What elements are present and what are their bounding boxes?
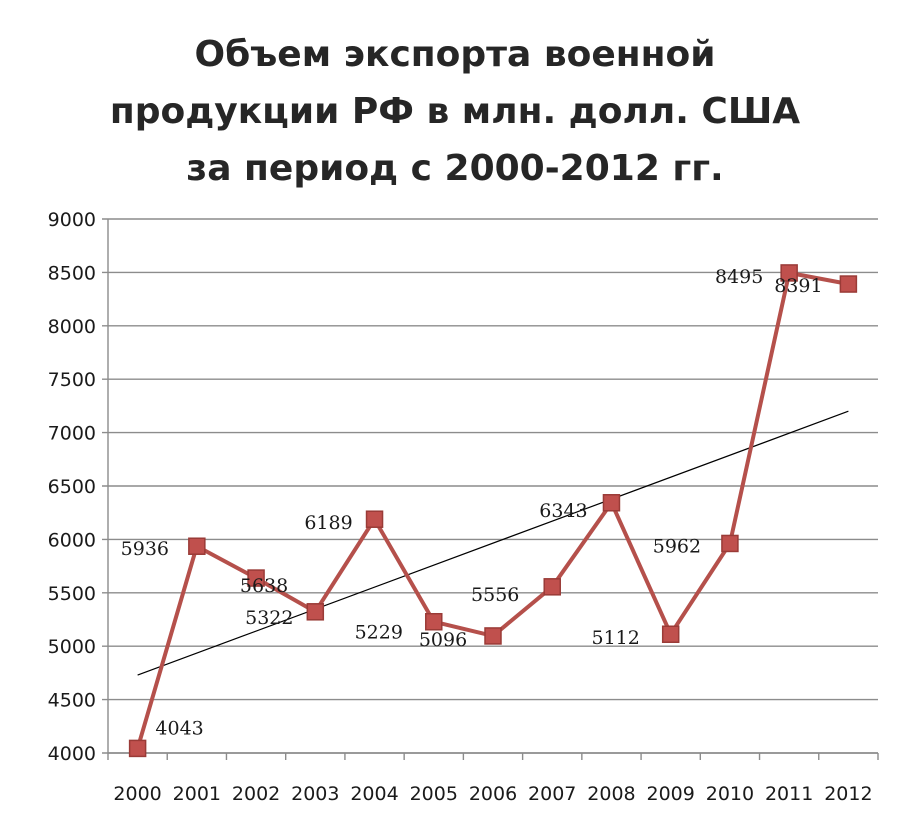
data-point-marker (128, 739, 147, 758)
data-label: 5229 (355, 622, 403, 644)
y-tick-label: 4000 (48, 743, 96, 765)
data-label: 5638 (240, 575, 288, 597)
data-point-marker (543, 578, 561, 596)
x-tick-label: 2003 (291, 783, 339, 805)
y-tick-label: 7500 (48, 369, 96, 391)
y-tick-label: 5000 (48, 636, 96, 658)
chart-title: Объем экспорта военной продукции РФ в мл… (0, 26, 910, 197)
data-point-marker (247, 569, 265, 587)
data-point-marker (188, 537, 206, 555)
x-tick-label: 2001 (173, 783, 221, 805)
markers-group (128, 264, 858, 758)
axes (107, 219, 879, 760)
x-tick-label: 2012 (824, 783, 872, 805)
data-point-marker (780, 264, 798, 282)
y-tick-label: 5500 (48, 583, 96, 605)
data-label: 5322 (245, 607, 293, 629)
x-tick-label: 2009 (647, 783, 695, 805)
y-tick-label: 8500 (48, 262, 96, 284)
chart-title-line-3: за период с 2000-2012 гг. (186, 148, 724, 189)
data-label: 5096 (419, 629, 467, 651)
data-label: 6189 (304, 512, 352, 534)
y-tick-label: 6000 (48, 529, 96, 551)
data-point-marker (839, 275, 858, 293)
x-axis-ticks: 2000 2001 2002 2003 2004 2005 2006 2007 2008 2009… (113, 783, 872, 805)
data-label: 4043 (155, 717, 203, 739)
data-point-marker (484, 627, 502, 645)
data-label: 5936 (121, 538, 169, 560)
data-label: 8391 (774, 275, 822, 297)
y-axis-ticks: 4000 4500 5000 5500 6000 6500 7000 7500 8000 8500… (48, 209, 96, 765)
data-point-marker (602, 494, 621, 512)
gridlines (102, 218, 878, 754)
x-tick-label: 2007 (528, 783, 576, 805)
data-point-marker (306, 603, 325, 621)
data-point-marker (661, 625, 680, 643)
x-tick-label: 2002 (232, 783, 280, 805)
x-tick-label: 2008 (587, 783, 635, 805)
data-point-marker (365, 510, 384, 528)
y-tick-label: 7000 (48, 423, 96, 445)
y-tick-label: 8000 (48, 316, 96, 338)
y-tick-label: 6500 (48, 476, 96, 498)
trendline (137, 410, 849, 676)
series-line (135, 270, 849, 749)
data-label: 5556 (471, 584, 519, 606)
data-point-marker (425, 612, 443, 631)
data-labels-group: 4043 5936 5638 5322 6189 5229 5096 5556 6343 5112… (121, 266, 823, 739)
data-label: 5112 (592, 627, 640, 649)
chart-title-line-2: продукции РФ в млн. долл. США (109, 91, 801, 132)
x-tick-label: 2004 (350, 783, 398, 805)
data-label: 5962 (653, 535, 701, 557)
x-tick-label: 2005 (410, 783, 458, 805)
y-tick-label: 9000 (48, 209, 96, 231)
chart-title-line-1: Объем экспорта военной (194, 34, 716, 75)
series-group (135, 270, 849, 749)
x-tick-label: 2006 (469, 783, 517, 805)
data-label: 6343 (539, 500, 587, 522)
y-tick-label: 4500 (48, 690, 96, 712)
x-tick-label: 2011 (765, 783, 813, 805)
data-label: 8495 (715, 266, 763, 288)
data-point-marker (721, 534, 739, 553)
trendline-group (137, 410, 849, 676)
x-tick-label: 2010 (706, 783, 754, 805)
x-tick-label: 2000 (113, 783, 161, 805)
